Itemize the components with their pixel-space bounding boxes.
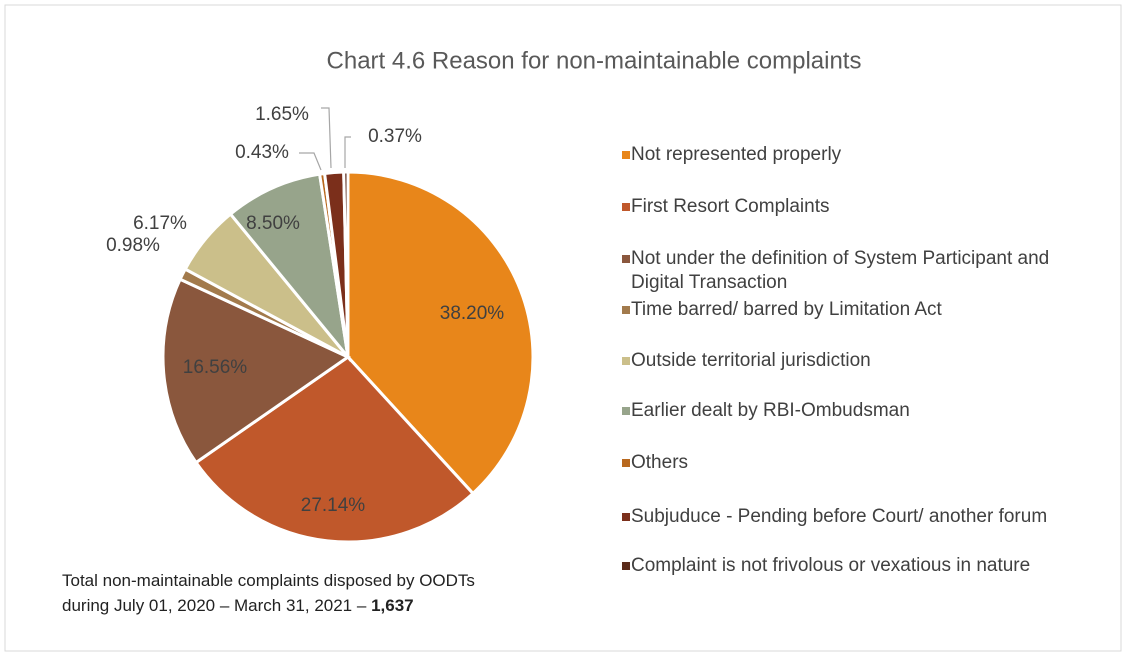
leader-line xyxy=(321,107,332,169)
footnote: Total non-maintainable complaints dispos… xyxy=(62,571,475,590)
chart-title: Chart 4.6 Reason for non-maintainable co… xyxy=(327,47,862,74)
legend-swatch xyxy=(622,407,630,415)
legend-swatch xyxy=(622,459,630,467)
pie-slice xyxy=(228,172,351,363)
data-label: 0.37% xyxy=(368,126,422,147)
legend-entry: Not represented properly xyxy=(631,144,842,165)
footnote-total: 1,637 xyxy=(371,596,414,615)
legend-entry: First Resort Complaints xyxy=(631,196,830,217)
legend-entry: Not under the definition of System Parti… xyxy=(631,248,1050,293)
pie-slice xyxy=(346,170,535,496)
data-label: 38.20% xyxy=(440,303,505,324)
pie-slice xyxy=(193,355,476,544)
legend-swatch xyxy=(622,151,630,159)
leader-line xyxy=(299,152,322,171)
footnote: during July 01, 2020 – March 31, 2021 – … xyxy=(62,596,414,616)
footnote-text: during July 01, 2020 – March 31, 2021 – xyxy=(62,596,367,615)
data-label: 1.65% xyxy=(255,104,309,125)
legend-swatch xyxy=(622,306,630,314)
data-label: 0.98% xyxy=(106,235,160,256)
data-label: 0.43% xyxy=(235,142,289,163)
legend-swatch xyxy=(622,357,630,365)
data-label: 27.14% xyxy=(301,495,366,516)
legend-entry: Others xyxy=(631,452,689,473)
legend-entry: Outside territorial jurisdiction xyxy=(631,350,871,371)
legend-entry: Earlier dealt by RBI-Ombudsman xyxy=(631,400,910,421)
data-label: 16.56% xyxy=(183,357,248,378)
leader-line xyxy=(344,136,351,168)
pie-slice xyxy=(161,277,352,465)
pie-slice xyxy=(342,170,350,358)
legend-swatch xyxy=(622,255,630,263)
legend-entry: Subjuduce - Pending before Court/ anothe… xyxy=(631,506,1048,527)
data-label: 6.17% xyxy=(133,213,187,234)
legend-swatch xyxy=(622,513,630,521)
legend-swatch xyxy=(622,203,630,211)
legend-swatch xyxy=(622,562,630,570)
legend-entry: Complaint is not frivolous or vexatious … xyxy=(631,555,1031,576)
legend-entry: Time barred/ barred by Limitation Act xyxy=(631,299,942,320)
data-label: 8.50% xyxy=(246,213,300,234)
